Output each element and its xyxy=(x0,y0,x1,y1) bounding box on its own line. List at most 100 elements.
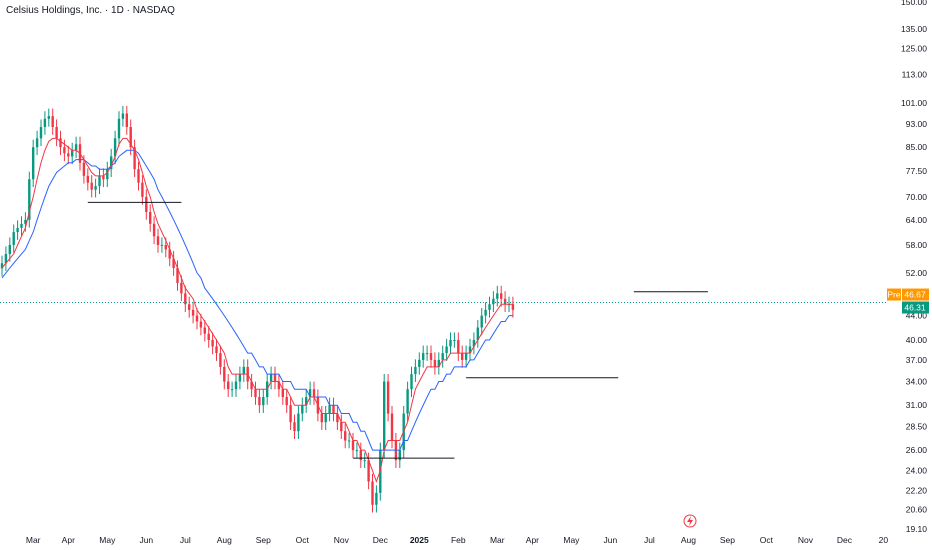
candle-body xyxy=(363,460,366,462)
candle-body xyxy=(180,282,183,294)
x-tick-label: Jul xyxy=(180,535,191,545)
candle-body xyxy=(215,346,218,354)
y-tick-label: 52.00 xyxy=(906,268,928,278)
candle-body xyxy=(102,175,105,180)
candle-body xyxy=(211,339,214,347)
candle-body xyxy=(441,353,444,360)
candle-body xyxy=(476,327,479,340)
candle-body xyxy=(55,127,58,139)
candle-body xyxy=(227,381,230,390)
y-tick-label: 113.00 xyxy=(902,69,928,79)
candle-body xyxy=(32,147,35,180)
candle-body xyxy=(28,179,31,220)
x-tick-label: Sep xyxy=(256,535,271,545)
x-tick-label: Apr xyxy=(62,535,75,545)
candle-body xyxy=(39,127,43,139)
candle-body xyxy=(71,150,74,157)
price-axis[interactable] xyxy=(886,0,932,550)
candle-body xyxy=(121,113,125,119)
candle-body xyxy=(320,413,323,423)
candle-body xyxy=(195,315,199,322)
candle-body xyxy=(480,315,483,328)
candle-body xyxy=(328,405,331,414)
candle-body xyxy=(437,359,440,367)
candle-body xyxy=(355,450,359,452)
candle-body xyxy=(141,182,144,197)
x-tick-label: Mar xyxy=(490,535,505,545)
candle-body xyxy=(425,353,429,355)
x-tick-label: Nov xyxy=(798,535,814,545)
pre-market-tag-label: Pre xyxy=(887,290,901,300)
candle-body xyxy=(164,244,167,250)
candle-body xyxy=(8,244,11,254)
y-tick-label: 20.60 xyxy=(906,505,928,515)
candle-body xyxy=(51,116,54,128)
candle-body xyxy=(336,413,339,423)
candle-body xyxy=(386,381,390,414)
candle-body xyxy=(199,321,203,328)
y-tick-label: 31.00 xyxy=(906,400,928,410)
candle-body xyxy=(12,232,15,245)
candle-body xyxy=(390,413,394,441)
candle-body xyxy=(129,127,132,148)
candle-body xyxy=(410,374,413,390)
candle-body xyxy=(429,353,433,360)
candle-body xyxy=(137,169,140,183)
candle-body xyxy=(414,366,417,375)
candle-body xyxy=(219,353,222,367)
candle-body xyxy=(488,304,491,310)
candle-body xyxy=(145,196,148,212)
x-tick-label: Oct xyxy=(296,535,310,545)
last-price-tag xyxy=(902,301,929,314)
candle-body xyxy=(344,431,347,441)
candle-body xyxy=(293,422,296,432)
candle-body xyxy=(445,346,448,354)
candle-body xyxy=(301,405,304,414)
candle-body xyxy=(273,374,277,382)
candle-body xyxy=(149,211,152,224)
y-tick-label: 40.00 xyxy=(906,335,928,345)
x-tick-label: Sep xyxy=(720,535,735,545)
moving-average-fast-line xyxy=(1,137,513,483)
candle-body xyxy=(351,440,355,451)
candle-body xyxy=(375,492,378,505)
x-tick-label: May xyxy=(563,535,580,545)
x-tick-label: Jul xyxy=(644,535,655,545)
y-tick-label: 125.00 xyxy=(901,44,927,54)
candle-body xyxy=(86,175,89,183)
y-tick-label: 28.50 xyxy=(906,422,928,432)
candle-body xyxy=(500,293,503,299)
y-tick-label: 22.20 xyxy=(906,486,928,496)
x-tick-label: Aug xyxy=(681,535,696,545)
x-tick-label: 2025 xyxy=(410,535,429,545)
x-tick-label: Dec xyxy=(373,535,389,545)
candle-body xyxy=(90,182,93,190)
y-tick-label: 135.00 xyxy=(901,24,927,34)
candle-body xyxy=(398,450,401,461)
candle-body xyxy=(4,253,8,264)
x-tick-label: Nov xyxy=(334,535,350,545)
candle-body xyxy=(324,413,327,423)
candle-body xyxy=(453,339,456,341)
candle-body xyxy=(113,138,117,157)
earnings-lightning-icon[interactable] xyxy=(683,514,697,528)
candle-body xyxy=(347,440,351,442)
candle-body xyxy=(254,389,257,398)
x-tick-label: Jun xyxy=(139,535,153,545)
candle-body xyxy=(433,359,437,367)
moving-average-slow-line xyxy=(1,149,513,451)
candle-body xyxy=(418,359,421,367)
candle-body xyxy=(496,293,499,299)
candle-body xyxy=(230,389,234,391)
candle-body xyxy=(82,162,86,176)
y-tick-label: 150.00 xyxy=(901,0,927,7)
candle-body xyxy=(242,366,245,375)
pre-market-price-tag xyxy=(902,288,929,301)
candle-body xyxy=(281,389,284,398)
candle-body xyxy=(359,450,362,461)
candle-body xyxy=(406,389,409,414)
candle-body xyxy=(367,460,370,482)
y-tick-label: 58.00 xyxy=(906,240,928,250)
candle-body xyxy=(332,405,335,414)
